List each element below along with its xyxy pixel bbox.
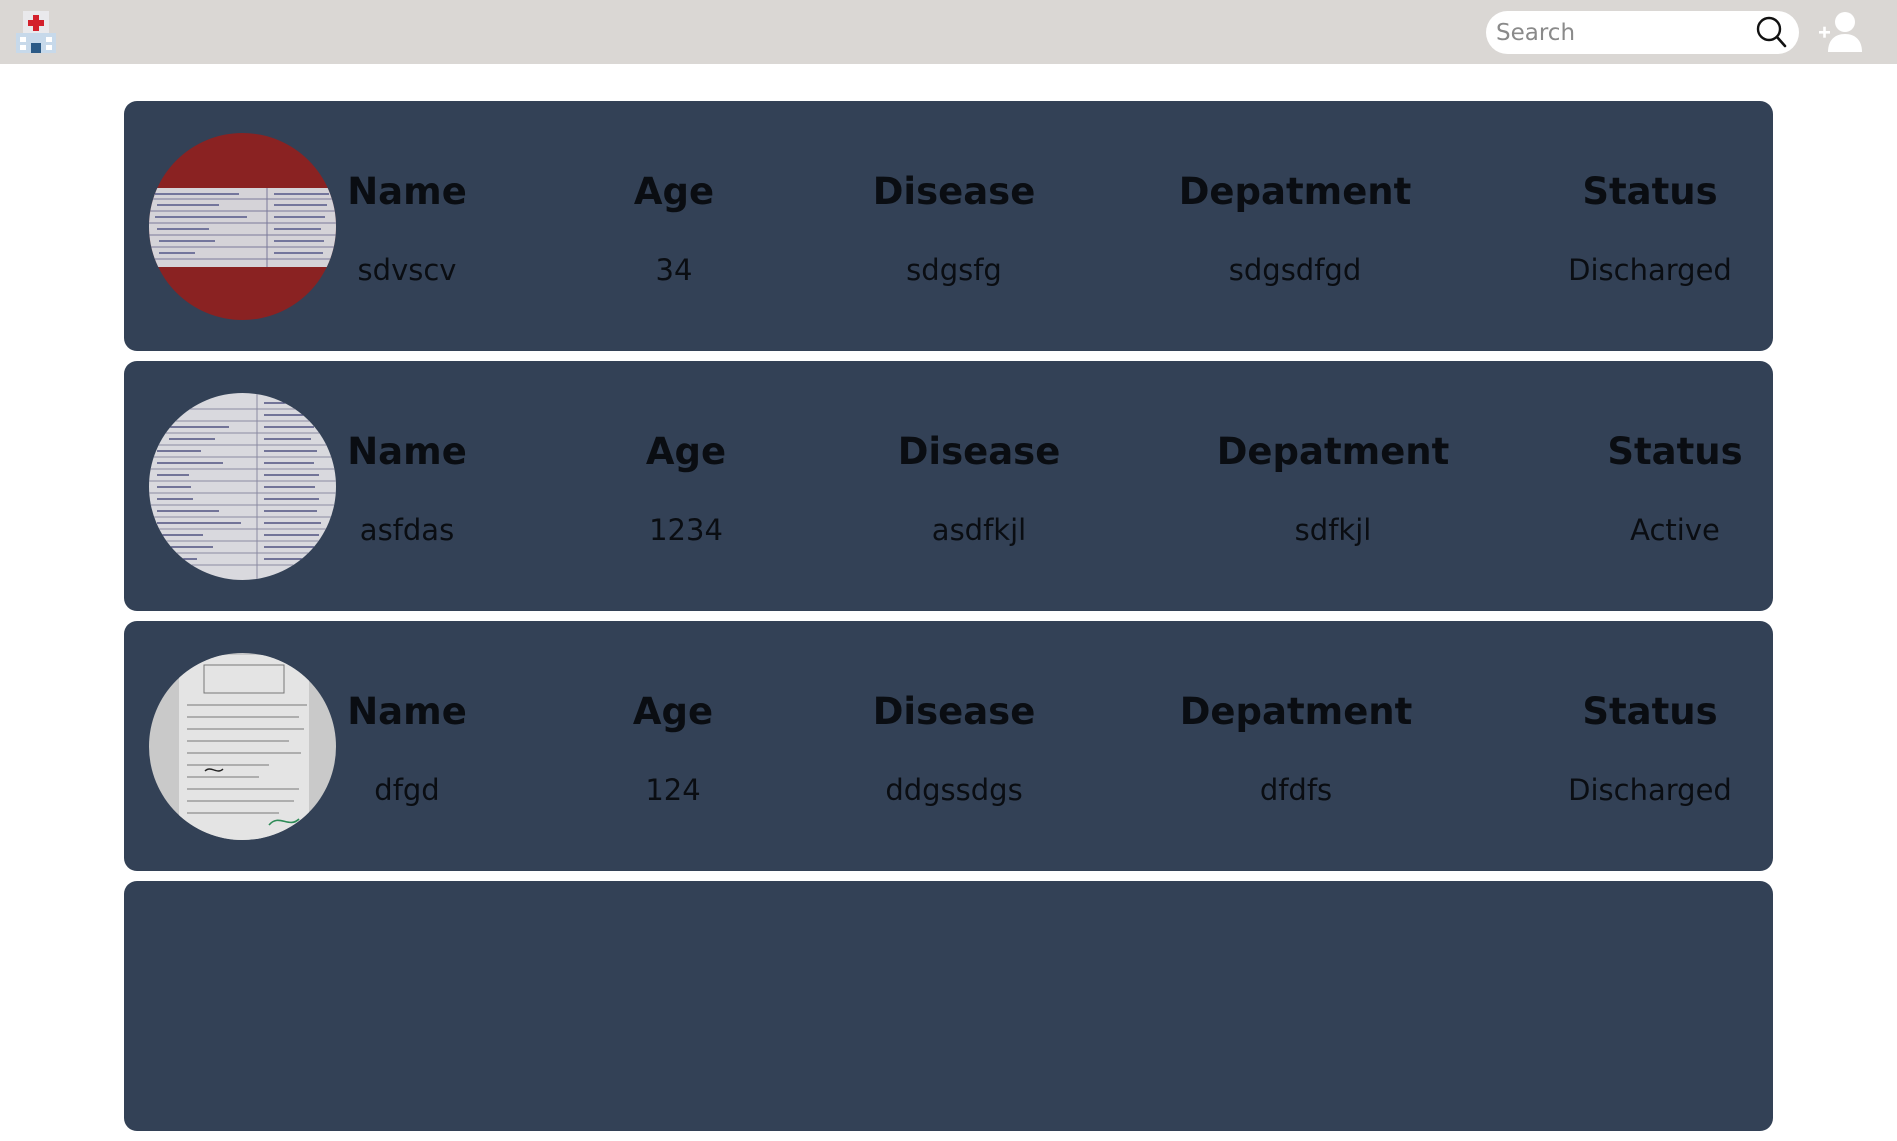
patient-card[interactable]: Name asfdas Age 1234 Disease asdfkjl Dep… xyxy=(124,361,1773,611)
patient-name: asfdas xyxy=(359,513,455,547)
patient-status: Active xyxy=(1630,513,1720,547)
top-navbar xyxy=(0,0,1897,64)
patient-card[interactable] xyxy=(124,881,1773,1131)
department-header: Depatment xyxy=(1178,170,1412,213)
disease-header: Disease xyxy=(872,690,1036,733)
age-header: Age xyxy=(645,430,727,473)
add-user-icon[interactable] xyxy=(1818,11,1864,53)
patient-department: sdfkjl xyxy=(1294,513,1372,547)
patient-status: Discharged xyxy=(1568,773,1732,807)
patient-age: 124 xyxy=(645,773,701,807)
patient-age: 1234 xyxy=(649,513,723,547)
name-header: Name xyxy=(347,170,467,213)
age-header: Age xyxy=(633,170,715,213)
name-header: Name xyxy=(347,690,467,733)
search-icon[interactable] xyxy=(1754,15,1788,49)
patient-department: dfdfs xyxy=(1259,773,1333,807)
patient-disease: asdfkjl xyxy=(931,513,1027,547)
patient-department: sdgsdfgd xyxy=(1228,253,1362,287)
search-bar xyxy=(1486,11,1799,54)
patient-document-thumbnail xyxy=(149,133,336,320)
patient-card[interactable]: Name dfgd Age 124 Disease ddgssdgs Depat… xyxy=(124,621,1773,871)
patient-name: dfgd xyxy=(374,773,440,807)
status-header: Status xyxy=(1582,170,1718,213)
name-header: Name xyxy=(347,430,467,473)
patient-age: 34 xyxy=(655,253,693,287)
patient-list: Name sdvscv Age 34 Disease sdgsfg Depatm… xyxy=(124,101,1773,1141)
department-header: Depatment xyxy=(1216,430,1450,473)
department-header: Depatment xyxy=(1179,690,1413,733)
disease-header: Disease xyxy=(872,170,1036,213)
patient-disease: ddgssdgs xyxy=(885,773,1023,807)
status-header: Status xyxy=(1582,690,1718,733)
search-input[interactable] xyxy=(1496,11,1746,54)
age-header: Age xyxy=(632,690,714,733)
patient-card[interactable]: Name sdvscv Age 34 Disease sdgsfg Depatm… xyxy=(124,101,1773,351)
status-header: Status xyxy=(1607,430,1743,473)
hospital-logo-icon[interactable] xyxy=(14,9,58,55)
patient-document-thumbnail xyxy=(149,393,336,580)
patient-disease: sdgsfg xyxy=(906,253,1002,287)
disease-header: Disease xyxy=(897,430,1061,473)
patient-name: sdvscv xyxy=(357,253,457,287)
patient-document-thumbnail xyxy=(149,653,336,840)
patient-status: Discharged xyxy=(1568,253,1732,287)
